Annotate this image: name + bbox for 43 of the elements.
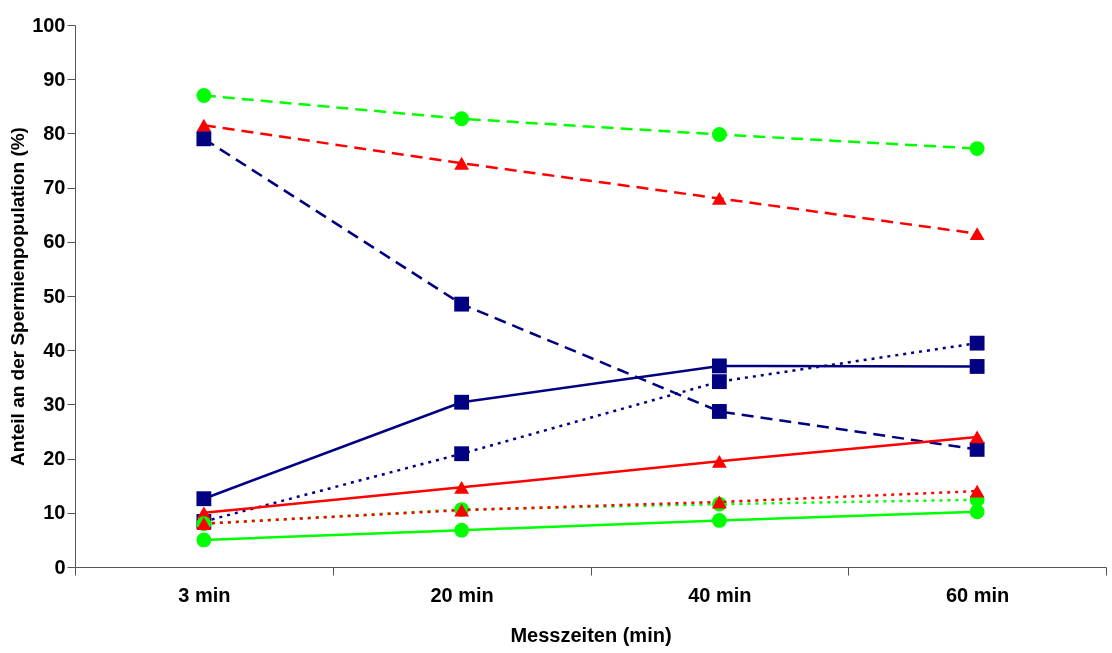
point — [711, 358, 727, 374]
point — [454, 111, 470, 127]
y-tick-label: 100 — [32, 13, 66, 36]
point — [969, 227, 985, 241]
point — [969, 335, 985, 351]
point — [711, 404, 727, 419]
point — [196, 131, 212, 147]
x-axis-title: Messzeiten (min) — [510, 623, 672, 646]
y-tick-label: 90 — [43, 67, 66, 90]
y-tick-label: 30 — [43, 392, 66, 415]
point — [196, 532, 212, 548]
y-tick-label: 60 — [43, 230, 66, 253]
y-tick-label: 10 — [43, 501, 66, 524]
point — [711, 192, 727, 205]
point — [969, 430, 985, 444]
point — [969, 441, 985, 457]
point — [196, 491, 212, 507]
point — [454, 480, 470, 494]
y-tick-label: 40 — [43, 338, 66, 361]
x-tick-label: 3 min — [178, 583, 231, 606]
point — [969, 359, 985, 374]
point — [196, 118, 212, 132]
point — [454, 394, 470, 410]
x-tick-label: 60 min — [945, 583, 1010, 606]
y-tick-label: 70 — [43, 176, 66, 199]
y-tick-label: 50 — [43, 284, 66, 307]
y-tick-label: 20 — [43, 447, 66, 470]
point — [711, 127, 727, 142]
point — [711, 374, 727, 390]
point — [969, 141, 985, 156]
point — [454, 156, 470, 170]
point — [711, 512, 727, 528]
point — [711, 454, 727, 468]
point — [969, 504, 985, 520]
x-tick-label: 20 min — [430, 583, 494, 606]
point — [454, 522, 470, 538]
point — [454, 296, 470, 312]
y-tick-label: 80 — [43, 121, 66, 144]
point — [454, 446, 470, 462]
y-tick-label: 0 — [54, 555, 66, 578]
y-axis-title: Anteil an der Spermienpopulation (%) — [7, 127, 29, 466]
point — [196, 88, 212, 103]
x-tick-label: 40 min — [688, 583, 752, 606]
